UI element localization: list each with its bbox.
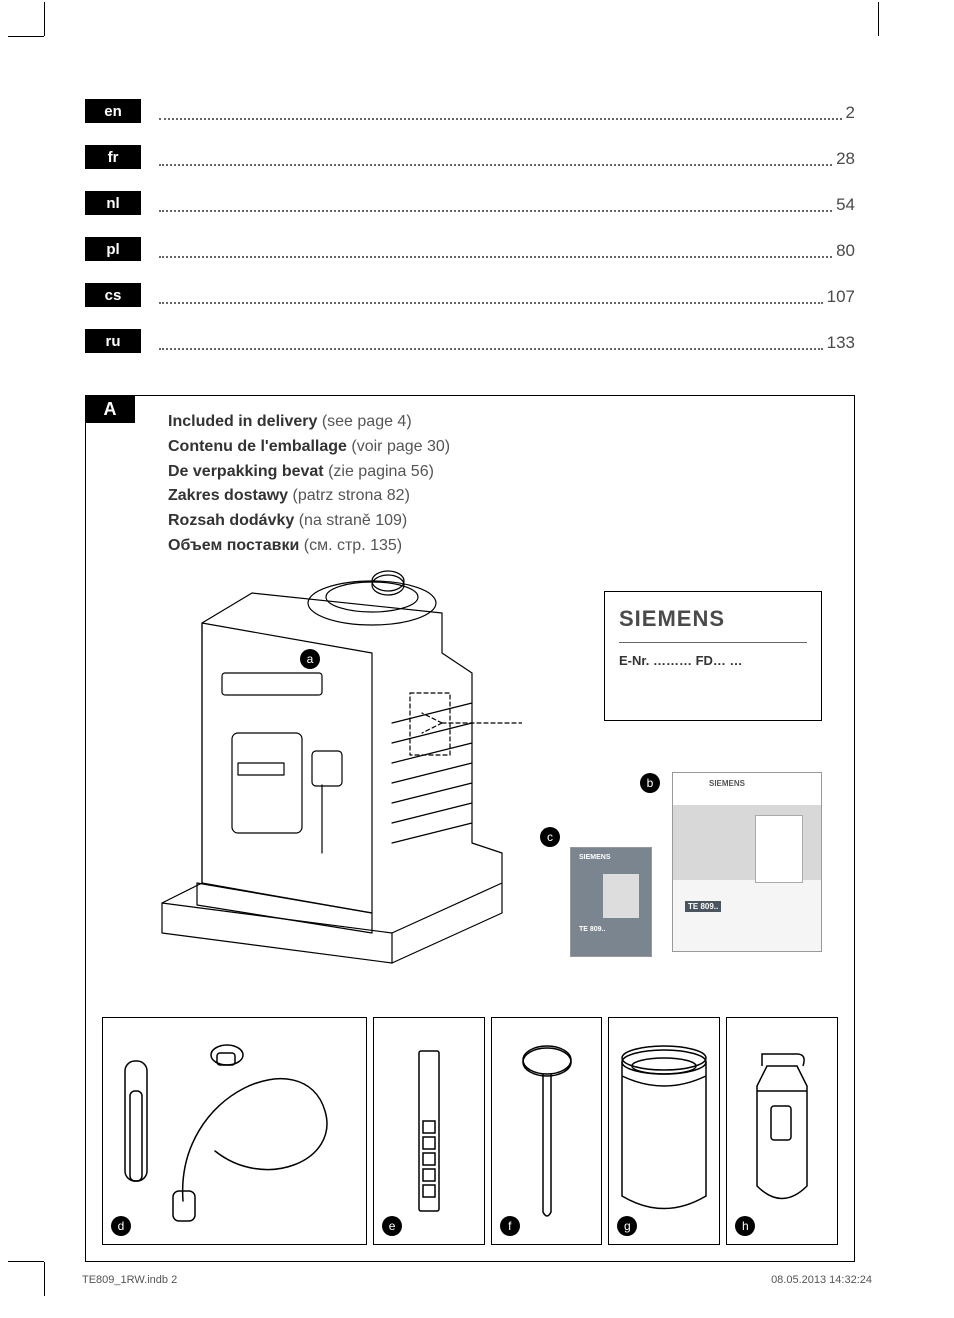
toc-page-number: 54	[836, 195, 855, 215]
milk-container-drawing	[609, 1036, 719, 1226]
accessory-milk-container: g	[608, 1017, 720, 1245]
quick-guide-icon: SIEMENS TE 809..	[570, 847, 652, 957]
footer-timestamp: 08.05.2013 14:32:24	[771, 1274, 872, 1286]
included-in-delivery-section: A Included in delivery (see page 4) Cont…	[85, 395, 855, 1262]
page-footer: TE809_1RW.indb 2 08.05.2013 14:32:24	[82, 1274, 872, 1286]
toc-row: cs 107	[85, 279, 855, 307]
toc-page-number: 2	[846, 103, 855, 123]
toc-leader	[159, 348, 823, 350]
toc-leader	[159, 256, 832, 258]
delivery-line-rest: (na straně 109)	[294, 512, 407, 529]
model-number-line: E-Nr. ……… FD… …	[619, 653, 807, 668]
coffee-machine-drawing	[142, 553, 522, 983]
toc-row: fr 28	[85, 141, 855, 169]
delivery-line-bold: Rozsah dodávky	[168, 512, 294, 529]
delivery-heading-multilang: Included in delivery (see page 4) Conten…	[168, 410, 834, 559]
language-tag-nl: nl	[85, 191, 141, 215]
language-tag-pl: pl	[85, 237, 141, 261]
spoon-drawing	[507, 1036, 587, 1226]
callout-e: e	[382, 1216, 402, 1236]
table-of-contents: en 2 fr 28 nl 54 pl 80 cs 107 ru 133	[85, 95, 855, 353]
callout-b: b	[640, 773, 660, 793]
language-tag-fr: fr	[85, 145, 141, 169]
delivery-line-bold: Included in delivery	[168, 413, 317, 430]
delivery-line-rest: (patrz strona 82)	[288, 487, 410, 504]
siemens-logo: SIEMENS	[619, 606, 807, 632]
toc-leader	[159, 210, 832, 212]
milk-tube-drawing	[105, 1031, 365, 1231]
accessory-measuring-spoon: f	[491, 1017, 603, 1245]
toc-page-number: 80	[836, 241, 855, 261]
delivery-line-rest: (см. стр. 135)	[299, 537, 402, 554]
toc-page-number: 133	[827, 333, 855, 353]
siemens-logo-small: SIEMENS	[579, 854, 611, 861]
toc-leader	[159, 164, 832, 166]
language-tag-ru: ru	[85, 329, 141, 353]
toc-row: en 2	[85, 95, 855, 123]
toc-row: nl 54	[85, 187, 855, 215]
toc-leader	[159, 302, 823, 304]
water-filter-drawing	[737, 1036, 827, 1226]
toc-leader	[159, 118, 842, 120]
delivery-line-rest: (zie pagina 56)	[324, 463, 434, 480]
accessory-milk-tube: d	[102, 1017, 367, 1245]
accessory-row: d e	[102, 1017, 838, 1245]
callout-d: d	[111, 1216, 131, 1236]
footer-file-ref: TE809_1RW.indb 2	[82, 1274, 177, 1286]
manual-model-label: TE 809..	[579, 926, 605, 933]
delivery-line-rest: (voir page 30)	[347, 438, 450, 455]
type-plate: SIEMENS E-Nr. ……… FD… …	[604, 591, 822, 721]
main-illustration: a SIEMENS E-Nr. ……… FD… … SIEMENS TE 809…	[102, 577, 838, 1009]
manual-model-label: TE 809..	[685, 901, 721, 912]
instruction-manual-icon: SIEMENS TE 809..	[672, 772, 822, 952]
siemens-logo-small: SIEMENS	[709, 779, 745, 788]
callout-g: g	[617, 1216, 637, 1236]
callout-f: f	[500, 1216, 520, 1236]
accessory-water-filter: h	[726, 1017, 838, 1245]
callout-h: h	[735, 1216, 755, 1236]
section-label-a: A	[85, 395, 135, 423]
delivery-line-bold: Contenu de l'emballage	[168, 438, 347, 455]
callout-a: a	[300, 649, 320, 669]
language-tag-en: en	[85, 99, 141, 123]
accessory-test-strip: e	[373, 1017, 485, 1245]
toc-page-number: 107	[827, 287, 855, 307]
test-strip-drawing	[404, 1041, 454, 1221]
delivery-line-bold: Zakres dostawy	[168, 487, 288, 504]
manual-page: en 2 fr 28 nl 54 pl 80 cs 107 ru 133	[85, 95, 855, 1262]
delivery-line-bold: Объем поставки	[168, 537, 299, 554]
callout-c: c	[540, 827, 560, 847]
toc-row: ru 133	[85, 325, 855, 353]
toc-row: pl 80	[85, 233, 855, 261]
toc-page-number: 28	[836, 149, 855, 169]
language-tag-cs: cs	[85, 283, 141, 307]
delivery-line-rest: (see page 4)	[317, 413, 411, 430]
delivery-line-bold: De verpakking bevat	[168, 463, 324, 480]
